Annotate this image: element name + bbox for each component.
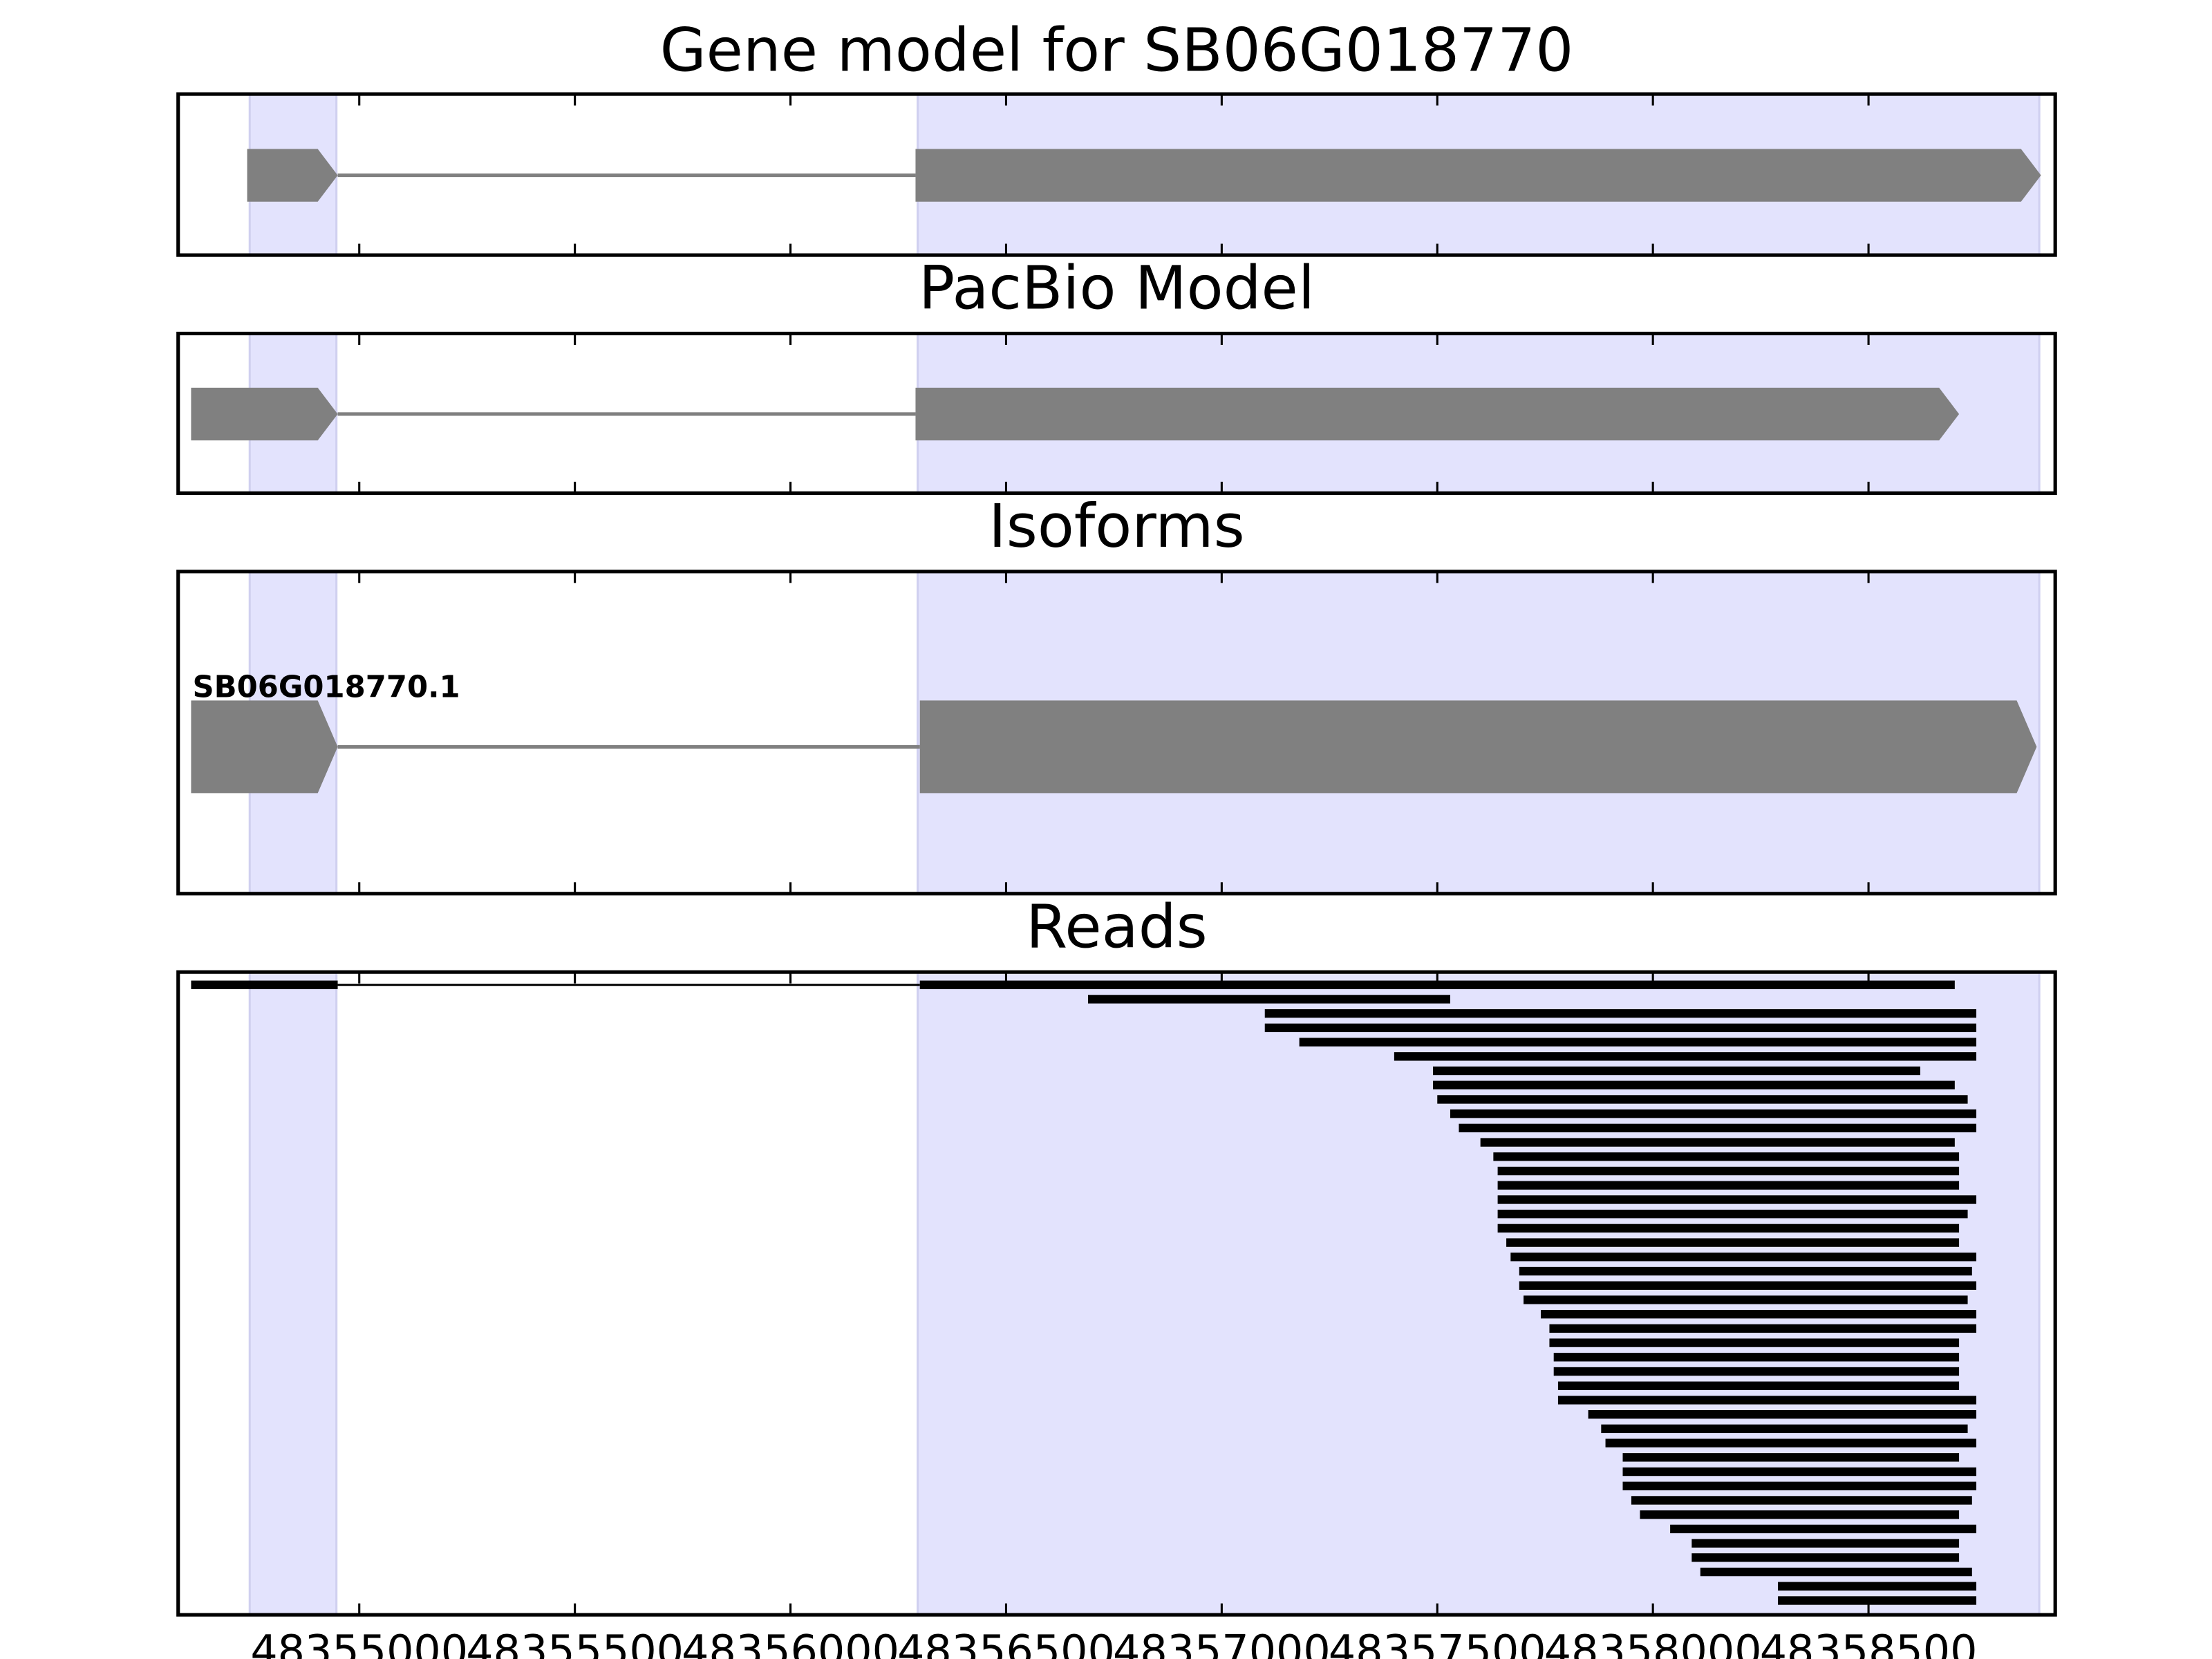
read-block (1670, 1524, 1977, 1534)
read-block (1519, 1266, 1972, 1276)
read-block (1622, 1481, 1977, 1490)
read-block (1601, 1424, 1968, 1434)
read-block (1497, 1209, 1968, 1219)
read-block (1264, 1009, 1977, 1018)
read-block (1631, 1496, 1972, 1505)
read-block (191, 980, 338, 989)
read-block (1497, 1195, 1977, 1204)
axes-frame (176, 92, 2057, 257)
read-block (1691, 1539, 1960, 1548)
x-tick-label: 48358500 (1760, 1626, 1978, 1659)
panel-title: PacBio Model (919, 254, 1315, 324)
read-block (1497, 1181, 1960, 1190)
isoform-label: SB06G018770.1 (193, 670, 460, 704)
panel-title: Gene model for SB06G018770 (660, 16, 1574, 85)
read-block (919, 980, 1955, 989)
read-block (1519, 1281, 1977, 1290)
read-block (1087, 995, 1450, 1004)
x-tick-label: 48358000 (1544, 1626, 1762, 1659)
x-tick-label: 48355500 (466, 1626, 684, 1659)
exon (919, 700, 2037, 794)
axes-frame (176, 331, 2057, 495)
panel-title: Reads (1026, 892, 1208, 962)
read-block (1622, 1453, 1960, 1462)
highlight-region (917, 971, 2041, 1616)
x-tick-label: 48356000 (682, 1626, 899, 1659)
x-tick-label: 48355000 (250, 1626, 468, 1659)
read-block (1480, 1138, 1955, 1147)
read-block (1622, 1467, 1977, 1477)
exon (191, 387, 338, 441)
read-block (1510, 1253, 1977, 1262)
read-block (1553, 1367, 1960, 1376)
read-block (1640, 1510, 1960, 1519)
read-block (1605, 1438, 1977, 1447)
read-block (1778, 1582, 1977, 1591)
exon (191, 700, 338, 794)
read-block (1459, 1123, 1977, 1133)
read-block (1524, 1295, 1968, 1304)
exon (247, 149, 338, 202)
read-block (1549, 1338, 1960, 1347)
read-block (1264, 1023, 1977, 1033)
read-block (1778, 1596, 1977, 1605)
read-block (1691, 1553, 1960, 1562)
read-block (1588, 1409, 1977, 1419)
highlight-region (248, 971, 338, 1616)
read-block (1557, 1396, 1977, 1405)
panel-title: Isoforms (988, 492, 1245, 561)
read-block (1299, 1038, 1977, 1047)
exon (915, 387, 1960, 441)
read-block (1493, 1152, 1960, 1161)
read-block (1497, 1224, 1960, 1233)
read-block (1553, 1353, 1960, 1362)
read-block (1433, 1080, 1955, 1089)
read-block (1497, 1166, 1960, 1176)
x-tick-label: 48357500 (1329, 1626, 1546, 1659)
read-block (1506, 1238, 1960, 1247)
axes-frame (176, 970, 2057, 1617)
read-block (1394, 1052, 1977, 1061)
axes-frame (176, 570, 2057, 896)
read-block (1557, 1381, 1960, 1390)
exon (915, 149, 2041, 202)
read-block (1450, 1109, 1977, 1118)
read-block (1540, 1309, 1977, 1319)
read-block (1437, 1095, 1968, 1104)
x-tick-label: 48357000 (1113, 1626, 1331, 1659)
read-block (1700, 1567, 1972, 1577)
read-block (1433, 1066, 1920, 1076)
x-tick-label: 48356500 (897, 1626, 1115, 1659)
read-block (1549, 1324, 1977, 1333)
